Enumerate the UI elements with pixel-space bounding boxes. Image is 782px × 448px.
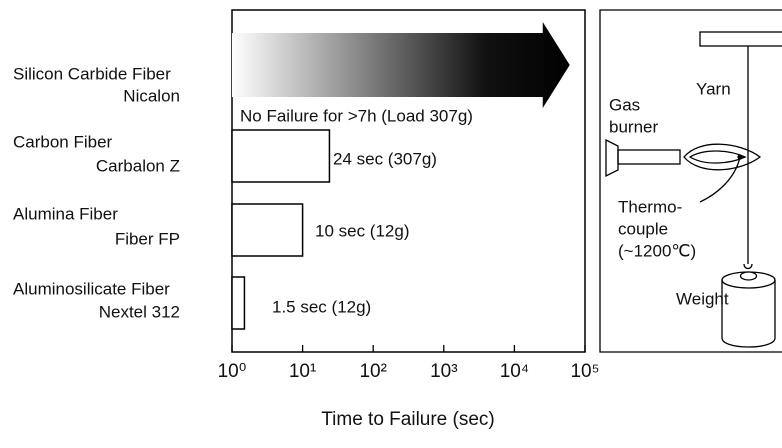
x-tick-label: 10²	[359, 361, 386, 382]
x-axis-label: Time to Failure (sec)	[321, 409, 495, 430]
category-label: Silicon Carbide Fiber	[13, 64, 171, 83]
diagram-frame	[599, 9, 782, 353]
burner-label: burner	[609, 117, 658, 136]
burner-label: Gas	[609, 95, 640, 114]
value-label: No Failure for >7h (Load 307g)	[240, 106, 473, 125]
value-label: 10 sec (12g)	[315, 221, 410, 240]
category-label: Carbon Fiber	[13, 132, 113, 151]
category-label: Fiber FP	[115, 229, 180, 248]
thermocouple-label: Thermo-	[618, 197, 682, 216]
hook	[743, 263, 753, 270]
burner-base	[605, 138, 619, 178]
bar	[231, 203, 304, 257]
x-tick-label: 10⁴	[500, 361, 529, 382]
category-label: Nicalon	[123, 86, 180, 105]
category-label: Aluminosilicate Fiber	[13, 279, 170, 298]
bar	[231, 276, 246, 330]
x-tick-label: 10⁰	[218, 361, 247, 382]
diagram	[599, 9, 782, 353]
thermocouple-label: (~1200℃)	[618, 241, 696, 260]
category-label: Carbalon Z	[96, 156, 180, 175]
burner-tube	[617, 149, 681, 165]
no-failure-arrow	[232, 22, 570, 108]
weight-knob	[739, 271, 758, 281]
thermocouple-wire	[699, 156, 741, 203]
weight-body	[721, 280, 776, 348]
category-label: Nextel 312	[99, 302, 180, 321]
category-label: Alumina Fiber	[13, 204, 118, 223]
x-tick-label: 10⁵	[570, 361, 599, 382]
x-tick-label: 10³	[430, 361, 457, 382]
value-label: 24 sec (307g)	[333, 149, 437, 168]
thermocouple-label: couple	[618, 219, 668, 238]
yarn-holder	[699, 31, 782, 47]
x-tick-label: 10¹	[289, 361, 316, 382]
yarn-label: Yarn	[696, 79, 731, 98]
weight-label: Weight	[676, 289, 729, 308]
flame	[683, 143, 762, 171]
value-label: 1.5 sec (12g)	[272, 297, 371, 316]
bar	[231, 129, 331, 183]
